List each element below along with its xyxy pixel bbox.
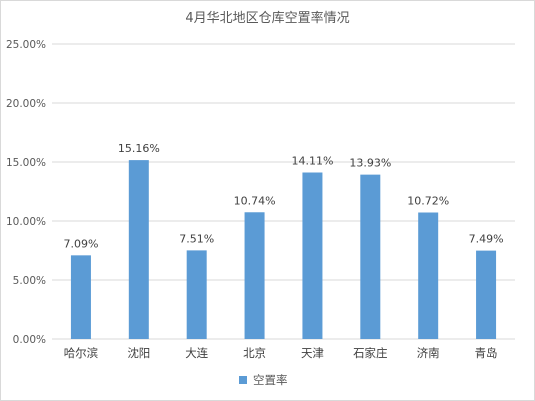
bar <box>128 160 149 339</box>
x-category-label: 北京 <box>243 346 266 360</box>
bar <box>360 174 381 339</box>
bars <box>70 160 497 339</box>
data-label: 14.11% <box>291 155 333 168</box>
data-label: 7.51% <box>179 232 214 245</box>
bar <box>70 255 91 339</box>
y-tick-label: 20.00% <box>6 98 46 110</box>
bar <box>418 212 439 339</box>
data-label: 13.93% <box>349 157 391 170</box>
legend: 空置率 <box>239 373 288 387</box>
legend-label: 空置率 <box>253 373 288 387</box>
x-category-label: 天津 <box>301 346 324 360</box>
y-tick-label: 10.00% <box>6 216 46 228</box>
bar <box>302 172 323 339</box>
bar <box>186 250 207 339</box>
data-label: 7.09% <box>63 237 98 250</box>
data-label: 10.74% <box>234 194 276 207</box>
bar <box>244 212 265 339</box>
data-label: 15.16% <box>118 142 160 155</box>
y-tick-label: 5.00% <box>13 275 46 287</box>
data-label: 7.49% <box>469 233 504 246</box>
x-category-label: 沈阳 <box>127 346 150 360</box>
bar <box>476 250 497 339</box>
data-label: 10.72% <box>407 195 449 208</box>
x-category-label: 济南 <box>417 346 440 360</box>
x-category-label: 哈尔滨 <box>64 346 99 360</box>
x-category-label: 青岛 <box>475 346 498 360</box>
y-axis-ticks: 0.00% 5.00% 10.00% 15.00% 20.00% 25.00% <box>6 39 46 346</box>
x-category-label: 大连 <box>185 346 208 360</box>
y-tick-label: 15.00% <box>6 157 46 169</box>
legend-swatch <box>239 376 247 384</box>
x-category-label: 石家庄 <box>353 346 388 360</box>
x-axis-categories: 哈尔滨 沈阳 大连 北京 天津 石家庄 济南 青岛 <box>64 346 498 360</box>
gridlines <box>52 43 515 340</box>
y-tick-label: 0.00% <box>13 334 46 346</box>
data-labels: 7.09% 15.16% 7.51% 10.74% 14.11% 13.93% 10.72%… <box>63 142 503 250</box>
y-tick-label: 25.00% <box>6 39 46 51</box>
chart-title: 4月华北地区仓库空置率情况 <box>185 10 349 26</box>
